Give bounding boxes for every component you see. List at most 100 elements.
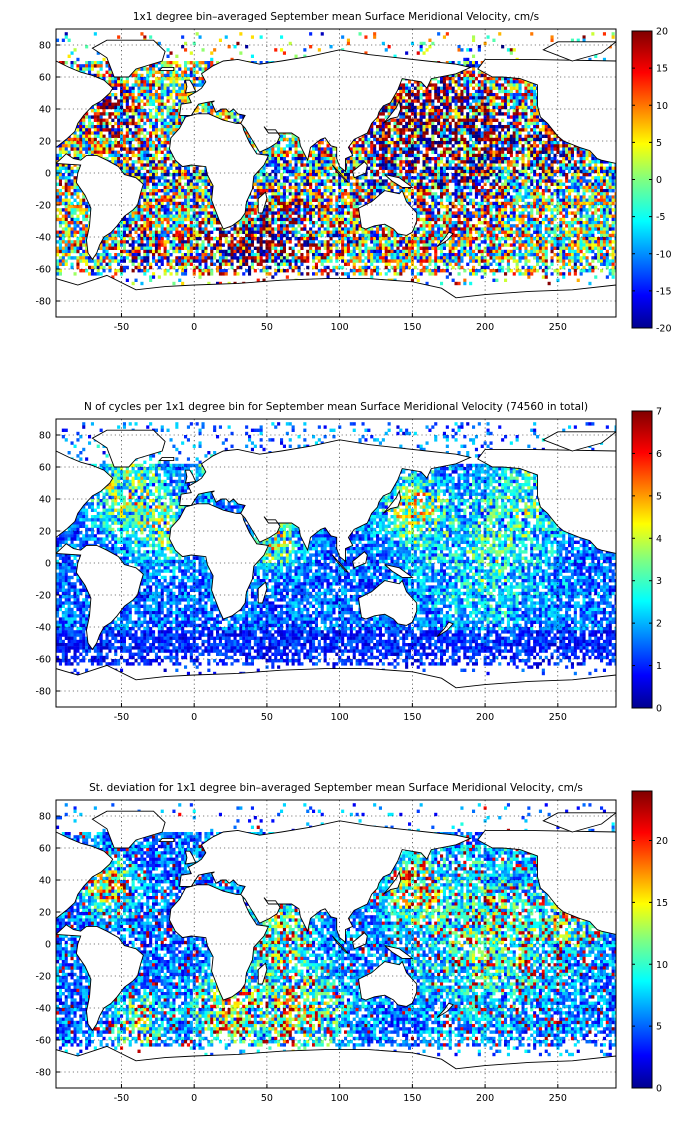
landmass [477,58,616,164]
colorbar-ticks: 20 15 10 5 0 -5 -10 -15 -20 [632,27,672,335]
colorbar-gradient [632,791,652,1088]
y-tick-label: 80 [39,812,51,823]
colorbar-tick-label: 7 [656,407,662,418]
y-tick-label: 0 [45,559,51,570]
colorbar-tick-label: -20 [656,324,672,335]
landmass [179,820,472,944]
landmass [352,551,368,569]
landmass [184,850,197,865]
landmass [352,161,368,179]
y-tick-label: -80 [35,687,51,698]
y-tick-label: -60 [35,655,51,666]
landmass [332,164,349,183]
landmass [158,66,175,72]
landmass [257,962,268,985]
x-tick-label: -50 [114,712,130,723]
y-tick-label: -20 [35,591,51,602]
y-tick-label: 0 [45,169,51,180]
y-axis: 80 60 40 20 0 -20 -40 -60 -80 [35,41,60,308]
landmass [477,829,616,935]
colorbar-tick-label: 20 [656,836,668,847]
colorbar-tick-label: 3 [656,576,662,587]
y-axis: 80 60 40 20 0 -20 -40 -60 -80 [35,431,60,698]
x-tick-label: 100 [331,322,349,333]
y-tick-label: 60 [39,463,51,474]
colorbar-count: 7 6 5 4 3 2 1 0 [631,407,662,715]
y-tick-label: 60 [39,73,51,84]
y-tick-label: 40 [39,495,51,506]
y-tick-label: 80 [39,431,51,442]
landmass [384,564,414,578]
landmass [436,1002,454,1018]
y-tick-label: 40 [39,876,51,887]
landmass [56,831,114,919]
landmass [542,812,616,833]
y-tick-label: 60 [39,844,51,855]
colorbar-tick-label: 5 [656,1022,662,1033]
x-tick-label: 0 [191,1093,197,1104]
colorbar-gradient [632,31,652,328]
y-tick-label: 80 [39,41,51,52]
gridlines [56,29,616,317]
landmass [179,439,472,563]
colorbar-tick-label: 5 [656,138,662,149]
y-tick-label: 40 [39,105,51,116]
y-tick-label: -40 [35,623,51,634]
y-tick-label: 20 [39,137,51,148]
landmass [56,664,616,707]
x-tick-label: 200 [476,322,494,333]
y-tick-label: -40 [35,233,51,244]
colorbar-tick-label: 4 [656,534,662,545]
landmass [158,837,175,843]
colorbar-std: 20 15 10 5 0 [631,790,668,1095]
colorbar-tick-label: 2 [656,619,662,630]
landmass [257,191,268,214]
landmass [91,810,166,849]
y-axis: 80 60 40 20 0 -20 -40 -60 -80 [35,812,60,1079]
colorbar-tick-label: -15 [656,286,672,297]
x-tick-label: 150 [403,712,421,723]
x-axis: -50 0 50 100 150 200 250 [114,1084,567,1104]
y-tick-label: 20 [39,908,51,919]
landmass [384,945,414,959]
landmass [436,621,454,637]
colorbar-frame [631,790,653,1089]
colorbar-tick-label: 10 [656,101,668,112]
y-tick-label: -80 [35,297,51,308]
landmass [358,189,418,236]
x-tick-label: -50 [114,322,130,333]
landmass [158,456,175,462]
landmass [477,448,616,554]
colorbar-ticks: 7 6 5 4 3 2 1 0 [632,407,662,715]
x-axis: -50 0 50 100 150 200 250 [114,313,567,333]
panel-title: N of cycles per 1x1 degree bin for Septe… [84,401,588,413]
landmass [382,99,402,124]
colorbar-tick-label: 0 [656,1084,662,1095]
colorbar-tick-label: 1 [656,661,662,672]
x-tick-label: 50 [261,712,273,723]
panel-title: 1x1 degree bin–averaged September mean S… [133,11,539,23]
landmass [332,554,349,573]
colorbar-ticks: 20 15 10 5 0 [632,836,668,1095]
landmass [358,579,418,626]
x-tick-label: 250 [549,322,567,333]
landmass [332,935,349,954]
x-tick-label: 150 [403,322,421,333]
y-tick-label: -60 [35,265,51,276]
x-tick-label: 100 [331,1093,349,1104]
landmass [382,489,402,514]
landmass [352,932,368,950]
gridlines [56,419,616,707]
landmass [91,429,166,468]
landmass [56,274,616,317]
colorbar-tick-label: 20 [656,27,668,38]
landmass [56,60,114,148]
landmass [542,431,616,452]
colorbar-tick-label: 6 [656,449,662,460]
x-tick-label: 50 [261,322,273,333]
x-axis: -50 0 50 100 150 200 250 [114,703,567,723]
y-tick-label: -20 [35,201,51,212]
colorbar-tick-label: 15 [656,898,668,909]
x-tick-label: 50 [261,1093,273,1104]
x-tick-label: 100 [331,712,349,723]
